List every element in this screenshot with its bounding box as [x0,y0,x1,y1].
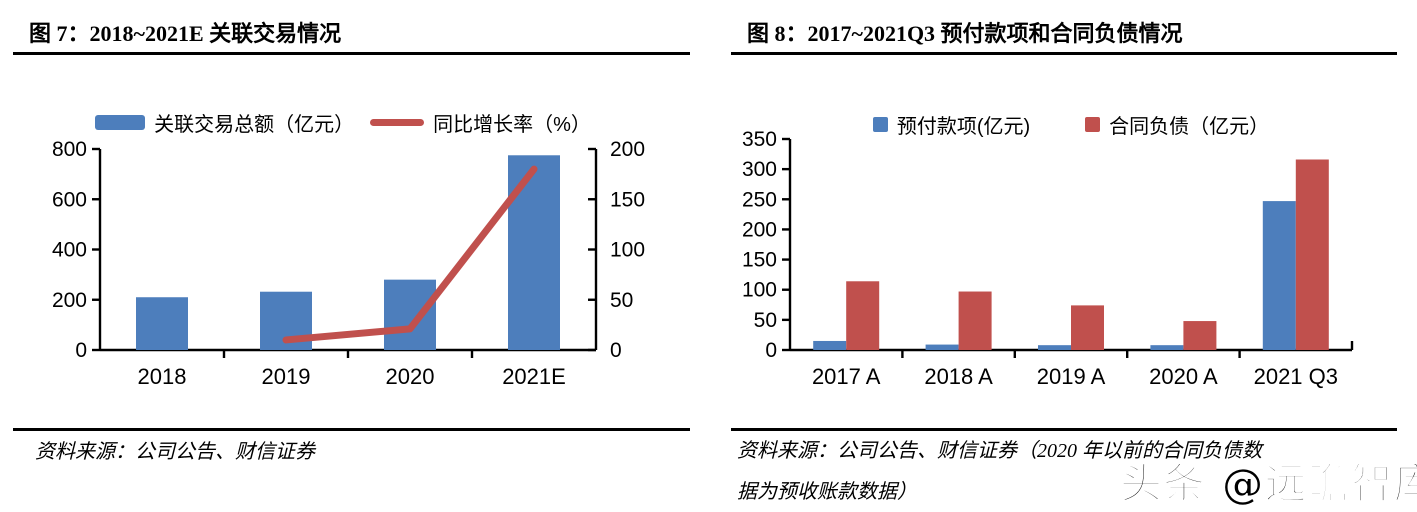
figure8-title-rule [731,52,1397,55]
svg-text:2020: 2020 [386,364,435,389]
legend-item-contract-liabilities: 合同负债（亿元） [1085,110,1269,139]
figure7-title-rule [13,52,690,55]
legend-label-prepayments: 预付款项(亿元) [896,116,1031,138]
svg-text:2019: 2019 [262,364,311,389]
legend-label-contract-liabilities: 合同负债（亿元） [1109,116,1270,138]
svg-text:2018: 2018 [138,364,187,389]
svg-text:300: 300 [742,158,777,181]
figure7-title: 图 7：2018~2021E 关联交易情况 [29,21,342,46]
bar-prepayments [813,340,847,350]
bar [508,155,560,350]
figure8-source-line2: 据为预收账款数据） [737,481,917,503]
bar [384,279,436,350]
bar [136,297,188,350]
svg-text:200: 200 [52,289,87,312]
svg-text:200: 200 [610,138,645,161]
legend-label-total: 关联交易总额（亿元） [154,114,355,136]
svg-text:100: 100 [742,279,777,302]
legend-item-total: 关联交易总额（亿元） [95,108,354,137]
svg-text:2018 A: 2018 A [924,364,993,389]
line-series-swatch-icon [370,119,425,126]
watermark: 头条 @远瞻智库 [1119,458,1417,508]
bar-prepayments [925,344,959,350]
contract-liabilities-swatch-icon [1085,117,1101,132]
figure7-panel: 图 7：2018~2021E 关联交易情况 关联交易总额（亿元） 同比增长率（%… [13,0,690,512]
svg-text:2017 A: 2017 A [812,364,881,389]
bar-prepayments [1038,345,1071,350]
figure8-bottom-rule [731,428,1397,431]
svg-text:50: 50 [610,289,633,312]
figure7-source: 资料来源：公司公告、财信证券 [35,441,315,463]
svg-text:600: 600 [52,188,87,211]
axes: 0 50 100 150 200 250 300 350 [742,128,1354,362]
svg-text:800: 800 [52,138,87,161]
axes: 0 200 400 600 800 0 50 100 150 200 [52,138,645,362]
prepayments-swatch-icon [872,117,888,132]
bar-groups [813,159,1329,350]
figure7-bottom-rule [13,428,690,431]
svg-text:200: 200 [742,218,777,241]
svg-text:0: 0 [610,339,622,362]
figure8-legend: 预付款项(亿元) 合同负债（亿元） [790,110,1352,139]
svg-text:150: 150 [742,249,777,272]
bar-contract-liabilities [1295,159,1329,350]
x-labels: 2018 2019 2020 2021E [138,364,566,389]
x-labels: 2017 A 2018 A 2019 A 2020 A 2021 Q3 [812,364,1338,389]
bar-series-swatch-icon [95,115,146,130]
svg-text:0: 0 [75,339,87,362]
figure8-source: 资料来源：公司公告、财信证券（2020 年以前的合同负债数 据为预收账款数据） [737,431,1262,512]
svg-text:100: 100 [610,239,645,262]
svg-text:400: 400 [52,239,87,262]
bar-contract-liabilities [846,281,880,350]
svg-text:2020 A: 2020 A [1149,364,1218,389]
svg-text:2021E: 2021E [502,364,566,389]
bars-series [136,155,560,350]
bar-contract-liabilities [1183,321,1217,350]
svg-text:250: 250 [742,188,777,211]
figure8-source-line1: 资料来源：公司公告、财信证券（2020 年以前的合同负债数 [737,440,1262,462]
svg-text:50: 50 [754,309,777,332]
svg-text:2019 A: 2019 A [1037,364,1106,389]
figure7-legend: 关联交易总额（亿元） 同比增长率（%） [73,108,613,137]
svg-text:350: 350 [742,128,777,151]
bar-contract-liabilities [1071,305,1104,350]
figure8-title: 图 8：2017~2021Q3 预付款项和合同负债情况 [747,21,1183,46]
svg-text:0: 0 [765,339,777,362]
figure7-chart: 0 200 400 600 800 0 50 100 150 200 2018 2019 2020 202… [52,138,645,389]
bar-prepayments [1150,345,1184,350]
bar-contract-liabilities [958,291,992,350]
bar-prepayments [1262,201,1296,350]
svg-text:150: 150 [610,188,645,211]
legend-item-growth: 同比增长率（%） [370,108,591,137]
svg-text:2021 Q3: 2021 Q3 [1254,364,1338,389]
legend-label-growth: 同比增长率（%） [433,114,591,136]
growth-line [282,165,538,344]
legend-item-prepayments: 预付款项(亿元) [872,110,1031,139]
figure8-panel: 图 8：2017~2021Q3 预付款项和合同负债情况 预付款项(亿元) 合同负… [731,0,1397,512]
